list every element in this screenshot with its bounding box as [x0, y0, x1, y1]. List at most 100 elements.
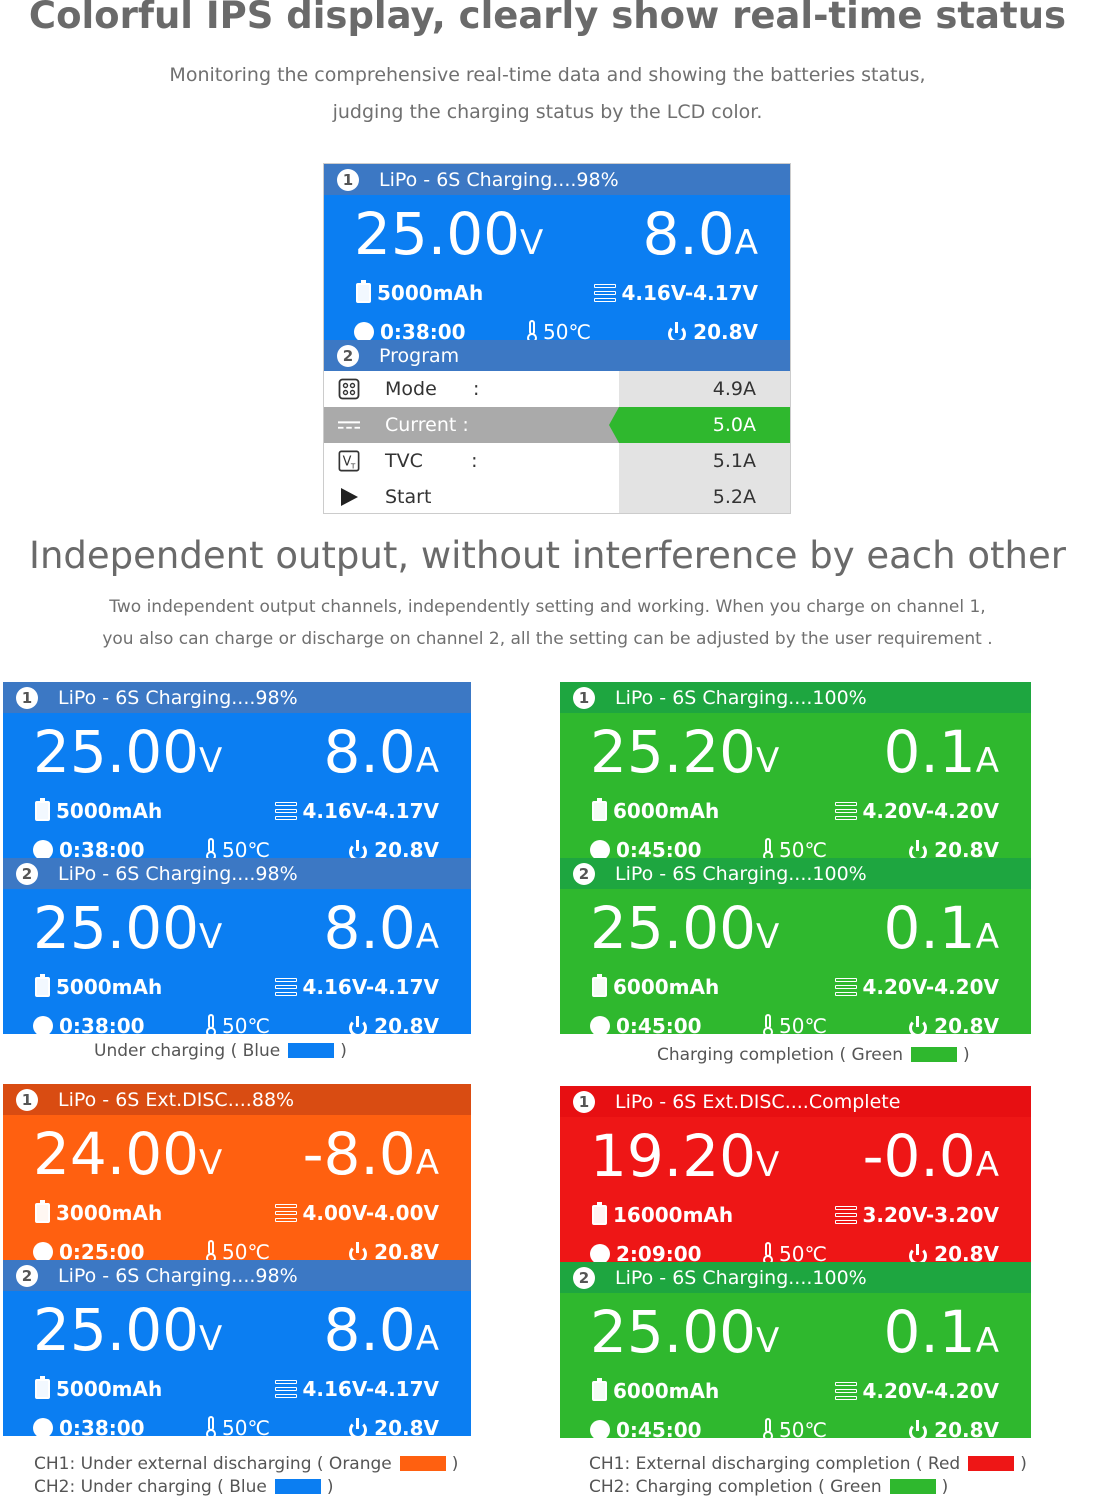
capacity-cell: 3000mAh: [35, 1199, 162, 1227]
thermometer-icon: [763, 1418, 773, 1438]
cell-voltage-value: 4.20V-4.20V: [862, 1379, 1000, 1403]
voltage-unit: V: [199, 917, 223, 957]
channel-1: 1 LiPo - 6S Charging....98% 25.00V 8.0A 5000…: [3, 682, 471, 862]
cell-voltage-cell: 4.20V-4.20V: [834, 797, 999, 825]
capacity-value: 6000mAh: [613, 975, 720, 999]
input-voltage-cell: 20.8V: [348, 1012, 439, 1034]
menu-label: TVC :: [385, 450, 478, 472]
clock-icon: [354, 322, 374, 342]
capacity-value: 5000mAh: [56, 799, 163, 823]
blue-swatch: [274, 1479, 321, 1494]
channel-status-bar: 1 LiPo - 6S Ext.DISC....88%: [3, 1084, 471, 1115]
clock-icon: [590, 1016, 610, 1034]
current-readout: -0.0A: [863, 1121, 999, 1200]
current-readout: 8.0A: [323, 717, 439, 796]
clock-icon: [33, 1418, 53, 1436]
battery-icon: [592, 1378, 607, 1401]
cells-icon: [274, 802, 297, 820]
time-cell: 0:38:00: [33, 1012, 145, 1034]
current-unit: A: [734, 223, 758, 263]
voltage-value: 25.00: [33, 718, 200, 786]
menu-value: 5.1A: [619, 443, 790, 479]
cell-voltage-cell: 4.16V-4.17V: [274, 973, 440, 1001]
menu-item-start[interactable]: Start 5.2A: [324, 479, 790, 513]
menu-item-current[interactable]: Current : 5.0A: [324, 407, 790, 443]
current-readout: 8.0A: [642, 199, 758, 278]
caption-text-ch1: CH1: External discharging completion ( R…: [589, 1454, 961, 1474]
channel-readout: 25.00V 8.0A 5000mAh 4.16V-4.17V 0:38:00 50℃ 20…: [324, 195, 790, 344]
menu-label: Current :: [385, 414, 469, 436]
voltage-readout: 25.00V: [354, 199, 543, 278]
cell-voltage-value: 4.00V-4.00V: [302, 1201, 440, 1225]
current-readout: 0.1A: [883, 893, 999, 972]
voltage-value: 24.00: [33, 1120, 200, 1188]
channel-1: 1 LiPo - 6S Charging....100% 25.20V 0.1A 600…: [560, 682, 1031, 862]
current-icon: [338, 414, 360, 436]
battery-icon: [592, 798, 607, 821]
menu-value: 4.9A: [619, 371, 790, 407]
cells-icon: [834, 978, 857, 996]
voltage-readout: 19.20V: [590, 1121, 779, 1200]
voltage-value: 25.00: [590, 1298, 757, 1366]
current-unit: A: [975, 741, 999, 781]
current-value: -0.0: [862, 1122, 976, 1190]
time-cell: 0:38:00: [33, 1414, 145, 1436]
temperature-cell: 50℃: [206, 1012, 270, 1034]
capacity-cell: 16000mAh: [592, 1201, 733, 1229]
current-unit: A: [415, 917, 439, 957]
input-voltage-cell: 20.8V: [348, 1414, 439, 1436]
channel-status-bar: 1 LiPo - 6S Charging....100%: [560, 682, 1031, 713]
power-icon: [348, 1418, 368, 1436]
cell-voltage-cell: 4.00V-4.00V: [274, 1199, 440, 1227]
thermometer-icon: [206, 1416, 216, 1436]
voltage-readout: 25.00V: [33, 893, 222, 972]
capacity-cell: 6000mAh: [592, 973, 719, 1001]
caption-close: ): [963, 1045, 970, 1065]
channel-2: 2 LiPo - 6S Charging....98% 25.00V 8.0A 5000…: [3, 858, 471, 1034]
current-value: 8.0: [642, 200, 735, 268]
cell-voltage-value: 4.16V-4.17V: [302, 1377, 440, 1401]
menu-label: Start: [385, 486, 432, 508]
voltage-value: 25.00: [590, 894, 757, 962]
power-icon: [908, 1420, 928, 1438]
current-value: 8.0: [323, 1296, 416, 1364]
channel-status-bar: 2 LiPo - 6S Charging....100%: [560, 858, 1031, 889]
channel-number-badge: 2: [16, 1264, 38, 1287]
battery-icon: [35, 1376, 50, 1399]
battery-status-text: LiPo - 6S Charging....98%: [58, 686, 298, 709]
info-row-2: 0:38:00 50℃ 20.8V: [3, 1414, 471, 1436]
time-cell: 0:45:00: [590, 1012, 702, 1034]
channel-readout: 25.00V 8.0A 5000mAh 4.16V-4.17V 0:38:00 50℃ 20…: [3, 889, 471, 1034]
caption-text: Under charging ( Blue: [94, 1041, 281, 1061]
voltage-unit: V: [756, 917, 780, 957]
battery-status-text: LiPo - 6S Charging....100%: [615, 686, 867, 709]
channel-status-bar: 1 LiPo - 6S Ext.DISC....Complete: [560, 1086, 1031, 1117]
current-unit: A: [975, 1145, 999, 1185]
cell-voltage-cell: 4.16V-4.17V: [593, 279, 758, 307]
info-row-1: 5000mAh 4.16V-4.17V: [3, 797, 471, 825]
battery-icon: [592, 1202, 607, 1225]
lcd-panel-charging-complete: 1 LiPo - 6S Charging....100% 25.20 V 0.1A 600…: [560, 682, 1031, 1034]
battery-icon: [35, 798, 50, 821]
channel-2: 2 LiPo - 6S Charging....100% 25.00V 0.1A 600…: [560, 1262, 1031, 1438]
caption-close: ): [1020, 1454, 1027, 1474]
clock-icon: [590, 840, 610, 860]
capacity-cell: 5000mAh: [35, 1375, 162, 1403]
channel-readout: 19.20V -0.0A 16000mAh 3.20V-3.20V 2:09:00 50℃…: [560, 1117, 1031, 1266]
cell-voltage-value: 4.16V-4.17V: [302, 975, 440, 999]
info-row-1: 5000mAh 4.16V-4.17V: [324, 279, 790, 307]
current-readout: -8.0A: [303, 1119, 439, 1198]
channel-number-badge: 2: [573, 862, 595, 885]
menu-item-mode[interactable]: Mode : 4.9A: [324, 371, 790, 407]
green-swatch: [889, 1479, 936, 1494]
voltage-unit: V: [199, 1319, 223, 1359]
voltage-value: 25.20: [590, 718, 757, 786]
channel-readout: 25.00V 8.0A 5000mAh 4.16V-4.17V 0:38:00 50℃ 20…: [3, 1291, 471, 1436]
current-readout: 8.0A: [323, 1295, 439, 1374]
page-title: Colorful IPS display, clearly show real-…: [28, 0, 1067, 37]
channel-status-bar: 2 LiPo - 6S Charging....100%: [560, 1262, 1031, 1293]
channel-readout: 25.00V 0.1A 6000mAh 4.20V-4.20V 0:45:00 50℃ 20…: [560, 889, 1031, 1034]
input-voltage-cell: 20.8V: [908, 1012, 999, 1034]
